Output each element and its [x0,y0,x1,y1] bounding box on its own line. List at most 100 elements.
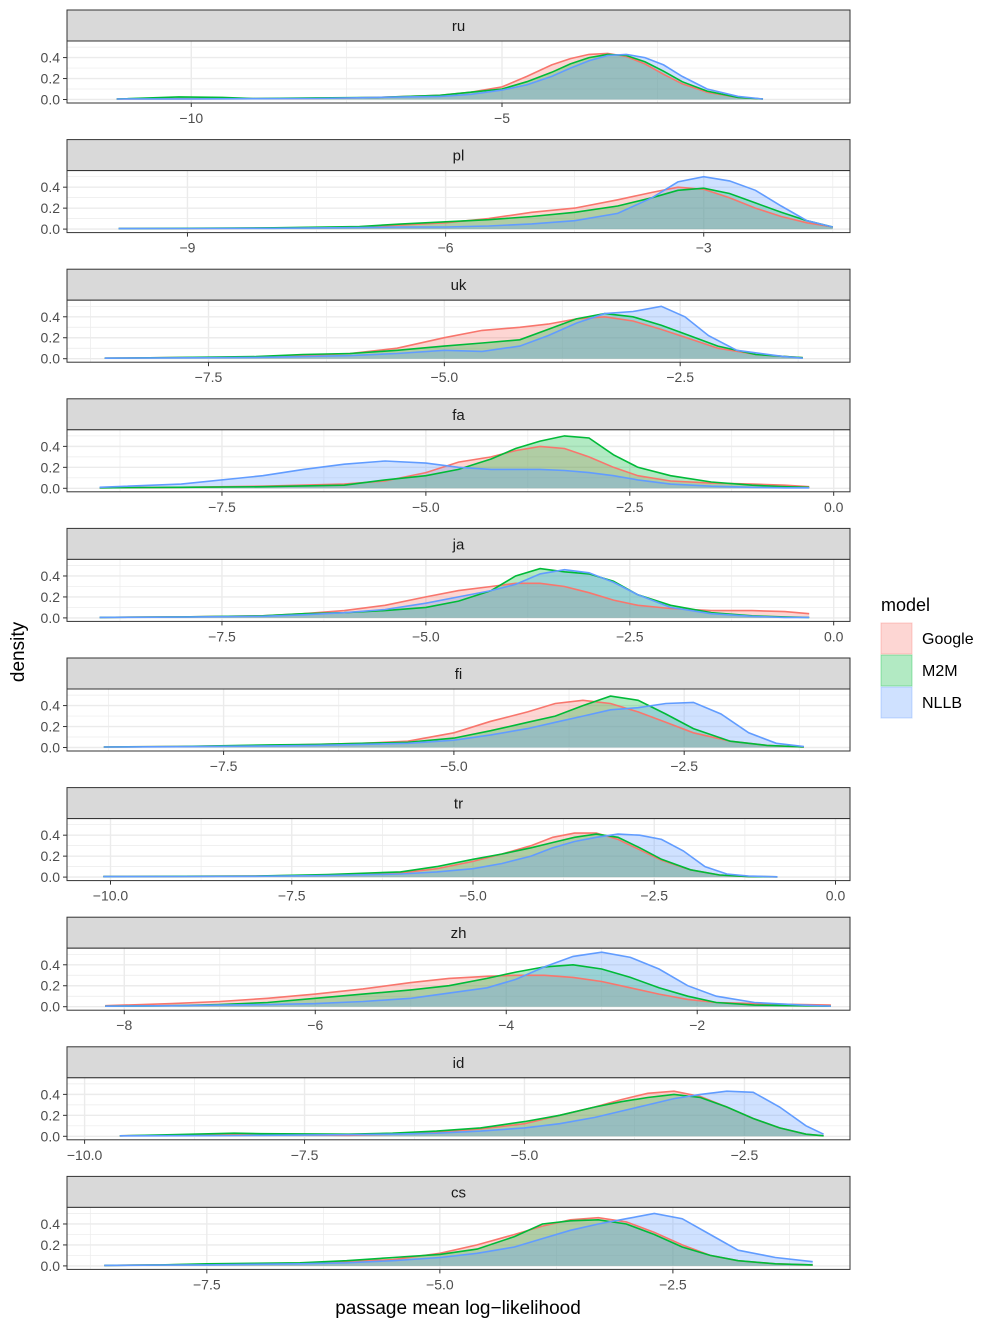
density-area-google [103,700,804,748]
x-axis-title: passage mean log−likelihood [335,1298,581,1319]
legend-key [880,654,913,687]
density-area-m2m [103,834,778,878]
y-tick-label: 0.4 [41,50,61,66]
y-tick-label: 0.2 [41,71,61,87]
x-tick-label: −2.5 [731,1147,759,1163]
density-line-nllb [119,1090,824,1137]
density-area-google [104,316,803,359]
panel-border [66,688,851,752]
legend-key [880,686,913,719]
x-tick-label: −2.5 [616,628,644,644]
facet-strip [66,527,851,560]
panel-background [67,948,850,1011]
density-line-m2m [103,695,804,748]
density-area-m2m [118,188,833,230]
facet-strip [66,787,851,820]
density-area-google [116,53,763,100]
y-tick-label: 0.2 [41,330,61,346]
y-tick-label: 0.0 [41,1258,61,1274]
y-tick-label: 0.4 [41,568,61,584]
panel-border [66,429,851,493]
facet-uk: uk 0.0 0.2 0.4 −7.5 −5.0 −2.5 [41,268,851,385]
y-tick-label: 0.0 [41,610,61,626]
y-tick-label: 0.0 [41,1128,61,1144]
x-tick-label: −5.0 [412,628,440,644]
density-area-nllb [103,702,804,748]
legend-key [880,622,913,655]
facet-tr: tr 0.0 0.2 0.4 −10.0 −7.5 −5.0 −2.5 0.0 [41,787,851,904]
x-tick-label: −10.0 [67,1147,103,1163]
density-area-m2m [104,313,803,359]
y-tick-label: 0.2 [41,200,61,216]
density-area-m2m [99,568,810,618]
facet-strip-label: id [453,1055,465,1072]
density-area-google [99,583,810,618]
y-tick-label: 0.4 [41,957,61,973]
facet-strip-label: fi [455,666,463,683]
density-line-nllb [118,175,833,230]
y-tick-label: 0.0 [41,740,61,756]
panel-background [67,1207,850,1270]
facet-zh: zh 0.0 0.2 0.4 −8 −6 −4 −2 [41,916,851,1033]
x-tick-label: −10 [179,110,203,126]
x-tick-label: −2.5 [666,369,694,385]
facet-ja: ja 0.0 0.2 0.4 −7.5 −5.0 −2.5 0.0 [41,527,851,644]
x-tick-label: 0.0 [826,888,846,904]
density-line-google [99,445,810,489]
y-tick-label: 0.0 [41,480,61,496]
y-tick-label: 0.2 [41,1237,61,1253]
x-tick-label: −4 [498,1017,514,1033]
facet-pl: pl 0.0 0.2 0.4 −9 −6 −3 [41,139,851,256]
facet-id: id 0.0 0.2 0.4 −10.0 −7.5 −5.0 −2.5 [41,1046,851,1163]
y-tick-label: 0.2 [41,459,61,475]
facet-strip [66,1046,851,1079]
y-tick-label: 0.2 [41,848,61,864]
y-tick-label: 0.0 [41,351,61,367]
density-area-m2m [99,435,810,489]
x-tick-label: 0.0 [824,499,844,515]
y-tick-label: 0.0 [41,221,61,237]
density-line-nllb [103,701,804,748]
x-tick-label: −7.5 [193,1276,221,1292]
x-tick-label: −5.0 [511,1147,539,1163]
y-tick-label: 0.2 [41,1107,61,1123]
density-line-nllb [104,1212,813,1267]
x-tick-label: 0.0 [824,628,844,644]
facet-panels: ru 0.0 0.2 0.4 −10 −5 pl 0.0 0.2 0.4 −9 −6 −3 uk 0.0 0.… [41,9,851,1292]
x-tick-label: −9 [179,240,195,256]
density-line-m2m [103,833,778,878]
y-tick-label: 0.0 [41,92,61,108]
x-tick-label: −7.5 [278,888,306,904]
facet-cs: cs 0.0 0.2 0.4 −7.5 −5.0 −2.5 [41,1175,851,1292]
x-tick-label: −10.0 [93,888,129,904]
facet-strip-label: zh [451,925,467,942]
legend-item-nllb: NLLB [880,686,962,719]
density-area-nllb [104,306,803,359]
facet-fa: fa 0.0 0.2 0.4 −7.5 −5.0 −2.5 0.0 [41,398,851,515]
facet-ru: ru 0.0 0.2 0.4 −10 −5 [41,9,851,126]
y-tick-label: 0.4 [41,179,61,195]
density-area-m2m [105,964,831,1007]
legend-title: model [881,595,930,615]
x-tick-label: −7.5 [208,499,236,515]
panel-background [67,689,850,751]
panel-border [66,947,851,1011]
panel-border [66,40,851,104]
y-tick-label: 0.4 [41,309,61,325]
density-area-nllb [118,176,833,230]
density-area-nllb [103,834,778,878]
panel-background [67,300,850,363]
x-tick-label: −7.5 [210,758,238,774]
facet-strip-label: cs [451,1184,466,1201]
x-tick-label: −2.5 [670,758,698,774]
legend-label: Google [922,631,974,648]
facet-strip [66,139,851,172]
facet-strip-label: tr [454,796,463,813]
density-line-m2m [119,1093,824,1137]
density-area-m2m [116,54,763,100]
x-tick-label: −2.5 [640,888,668,904]
density-line-nllb [99,460,810,489]
density-area-nllb [119,1091,824,1137]
panel-border [66,170,851,234]
facet-strip [66,9,851,42]
